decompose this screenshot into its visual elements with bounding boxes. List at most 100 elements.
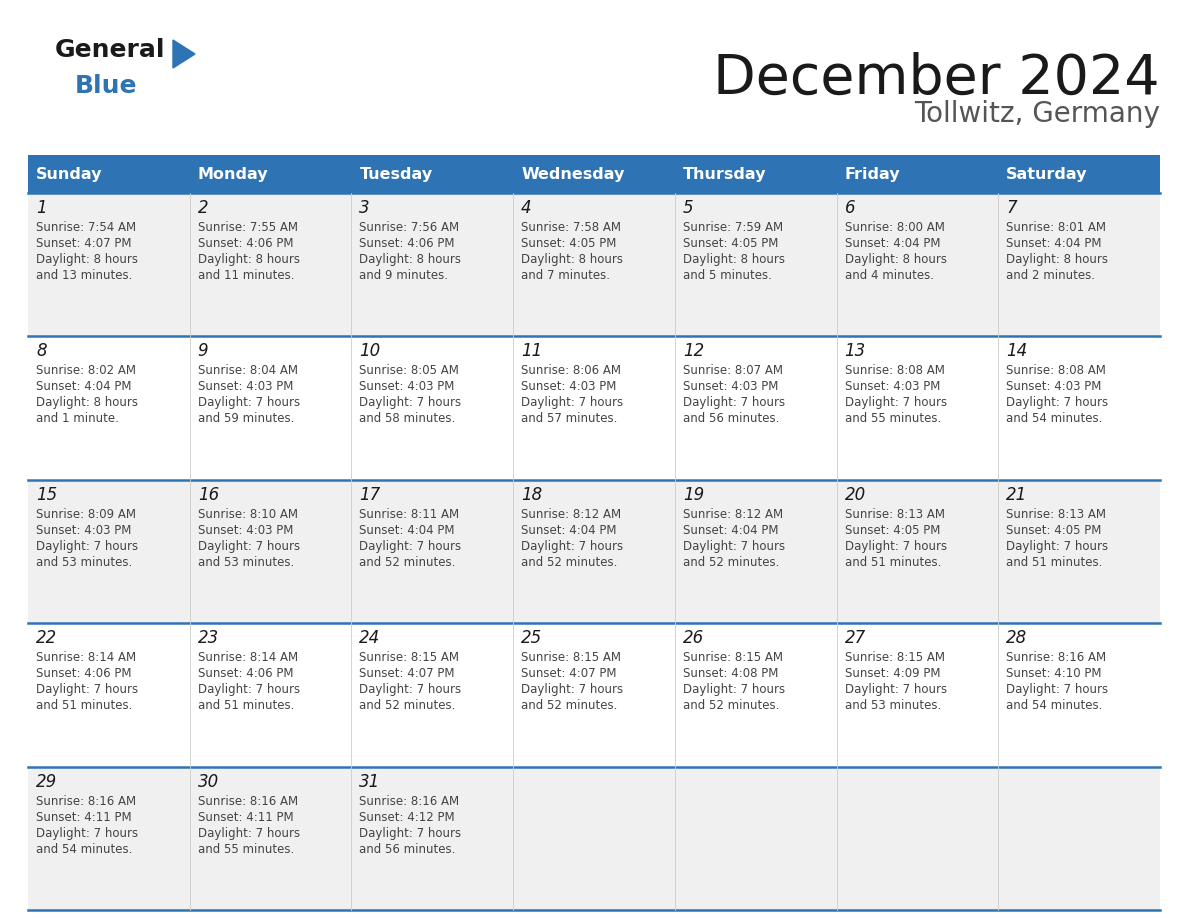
Text: 23: 23 xyxy=(197,629,219,647)
Text: Daylight: 8 hours: Daylight: 8 hours xyxy=(522,253,624,266)
Text: Sunset: 4:03 PM: Sunset: 4:03 PM xyxy=(845,380,940,394)
Text: Sunrise: 8:14 AM: Sunrise: 8:14 AM xyxy=(197,651,298,665)
Text: 30: 30 xyxy=(197,773,219,790)
Text: and 52 minutes.: and 52 minutes. xyxy=(522,555,618,569)
Text: and 52 minutes.: and 52 minutes. xyxy=(683,700,779,712)
Text: Sunrise: 7:58 AM: Sunrise: 7:58 AM xyxy=(522,221,621,234)
Text: Daylight: 7 hours: Daylight: 7 hours xyxy=(522,540,624,553)
Text: Sunset: 4:04 PM: Sunset: 4:04 PM xyxy=(360,524,455,537)
Text: Sunrise: 8:00 AM: Sunrise: 8:00 AM xyxy=(845,221,944,234)
Text: and 58 minutes.: and 58 minutes. xyxy=(360,412,456,425)
Text: 12: 12 xyxy=(683,342,704,361)
Text: Daylight: 7 hours: Daylight: 7 hours xyxy=(845,397,947,409)
Text: and 11 minutes.: and 11 minutes. xyxy=(197,269,295,282)
Text: 9: 9 xyxy=(197,342,208,361)
Text: 2: 2 xyxy=(197,199,208,217)
Text: Sunset: 4:03 PM: Sunset: 4:03 PM xyxy=(522,380,617,394)
Text: Daylight: 7 hours: Daylight: 7 hours xyxy=(683,540,785,553)
Text: 21: 21 xyxy=(1006,486,1028,504)
Text: Daylight: 8 hours: Daylight: 8 hours xyxy=(197,253,299,266)
Text: and 59 minutes.: and 59 minutes. xyxy=(197,412,295,425)
Text: Sunrise: 8:15 AM: Sunrise: 8:15 AM xyxy=(360,651,460,665)
Text: Sunset: 4:07 PM: Sunset: 4:07 PM xyxy=(522,667,617,680)
Text: Sunrise: 8:09 AM: Sunrise: 8:09 AM xyxy=(36,508,135,521)
Text: 20: 20 xyxy=(845,486,866,504)
Text: 31: 31 xyxy=(360,773,380,790)
Text: and 52 minutes.: and 52 minutes. xyxy=(683,555,779,569)
Text: Sunset: 4:04 PM: Sunset: 4:04 PM xyxy=(683,524,778,537)
Text: Daylight: 7 hours: Daylight: 7 hours xyxy=(360,683,462,696)
Text: Daylight: 7 hours: Daylight: 7 hours xyxy=(197,826,299,840)
Text: Sunset: 4:06 PM: Sunset: 4:06 PM xyxy=(197,237,293,250)
Text: Sunset: 4:03 PM: Sunset: 4:03 PM xyxy=(36,524,132,537)
Text: Sunset: 4:04 PM: Sunset: 4:04 PM xyxy=(1006,237,1101,250)
Text: Sunrise: 8:12 AM: Sunrise: 8:12 AM xyxy=(683,508,783,521)
Text: Daylight: 7 hours: Daylight: 7 hours xyxy=(1006,540,1108,553)
Text: and 55 minutes.: and 55 minutes. xyxy=(197,843,293,856)
Text: Sunrise: 8:13 AM: Sunrise: 8:13 AM xyxy=(845,508,944,521)
Text: and 4 minutes.: and 4 minutes. xyxy=(845,269,934,282)
Text: and 53 minutes.: and 53 minutes. xyxy=(845,700,941,712)
Text: Sunrise: 8:12 AM: Sunrise: 8:12 AM xyxy=(522,508,621,521)
Text: Sunset: 4:03 PM: Sunset: 4:03 PM xyxy=(197,380,293,394)
Text: Sunset: 4:12 PM: Sunset: 4:12 PM xyxy=(360,811,455,823)
Text: Daylight: 7 hours: Daylight: 7 hours xyxy=(522,397,624,409)
Text: December 2024: December 2024 xyxy=(713,52,1159,106)
Text: Sunrise: 7:59 AM: Sunrise: 7:59 AM xyxy=(683,221,783,234)
Text: Thursday: Thursday xyxy=(683,166,766,182)
Text: Sunset: 4:11 PM: Sunset: 4:11 PM xyxy=(197,811,293,823)
Text: and 51 minutes.: and 51 minutes. xyxy=(36,700,132,712)
Text: Sunset: 4:05 PM: Sunset: 4:05 PM xyxy=(683,237,778,250)
Text: Sunrise: 8:15 AM: Sunrise: 8:15 AM xyxy=(683,651,783,665)
Text: Sunrise: 8:11 AM: Sunrise: 8:11 AM xyxy=(360,508,460,521)
Bar xyxy=(352,155,513,193)
Text: Sunset: 4:03 PM: Sunset: 4:03 PM xyxy=(197,524,293,537)
Text: Sunset: 4:04 PM: Sunset: 4:04 PM xyxy=(845,237,940,250)
Text: and 57 minutes.: and 57 minutes. xyxy=(522,412,618,425)
Bar xyxy=(29,480,1159,623)
Text: Sunset: 4:08 PM: Sunset: 4:08 PM xyxy=(683,667,778,680)
Text: and 13 minutes.: and 13 minutes. xyxy=(36,269,132,282)
Text: 28: 28 xyxy=(1006,629,1028,647)
Text: 18: 18 xyxy=(522,486,543,504)
Text: Sunset: 4:04 PM: Sunset: 4:04 PM xyxy=(522,524,617,537)
Text: 19: 19 xyxy=(683,486,704,504)
Text: Daylight: 7 hours: Daylight: 7 hours xyxy=(360,826,462,840)
Text: Daylight: 8 hours: Daylight: 8 hours xyxy=(1006,253,1108,266)
Text: Daylight: 7 hours: Daylight: 7 hours xyxy=(360,397,462,409)
Text: Daylight: 7 hours: Daylight: 7 hours xyxy=(1006,683,1108,696)
Text: Sunset: 4:03 PM: Sunset: 4:03 PM xyxy=(1006,380,1101,394)
Text: 17: 17 xyxy=(360,486,380,504)
Text: 25: 25 xyxy=(522,629,543,647)
Text: 5: 5 xyxy=(683,199,694,217)
Text: Sunrise: 8:07 AM: Sunrise: 8:07 AM xyxy=(683,364,783,377)
Text: Sunrise: 8:16 AM: Sunrise: 8:16 AM xyxy=(197,795,298,808)
Polygon shape xyxy=(173,40,195,68)
Text: Sunrise: 8:01 AM: Sunrise: 8:01 AM xyxy=(1006,221,1106,234)
Text: Blue: Blue xyxy=(75,74,138,98)
Text: 27: 27 xyxy=(845,629,866,647)
Text: and 54 minutes.: and 54 minutes. xyxy=(1006,700,1102,712)
Text: Daylight: 7 hours: Daylight: 7 hours xyxy=(845,540,947,553)
Text: Daylight: 7 hours: Daylight: 7 hours xyxy=(197,683,299,696)
Text: Daylight: 7 hours: Daylight: 7 hours xyxy=(522,683,624,696)
Bar xyxy=(29,193,1159,336)
Text: Daylight: 7 hours: Daylight: 7 hours xyxy=(845,683,947,696)
Text: Daylight: 8 hours: Daylight: 8 hours xyxy=(845,253,947,266)
Text: Daylight: 8 hours: Daylight: 8 hours xyxy=(360,253,461,266)
Text: and 52 minutes.: and 52 minutes. xyxy=(360,555,456,569)
Text: Daylight: 7 hours: Daylight: 7 hours xyxy=(36,540,138,553)
Text: Daylight: 7 hours: Daylight: 7 hours xyxy=(197,540,299,553)
Text: Sunset: 4:06 PM: Sunset: 4:06 PM xyxy=(197,667,293,680)
Text: 4: 4 xyxy=(522,199,532,217)
Text: Sunset: 4:10 PM: Sunset: 4:10 PM xyxy=(1006,667,1101,680)
Text: Sunset: 4:05 PM: Sunset: 4:05 PM xyxy=(845,524,940,537)
Text: and 2 minutes.: and 2 minutes. xyxy=(1006,269,1095,282)
Text: Sunrise: 8:14 AM: Sunrise: 8:14 AM xyxy=(36,651,137,665)
Text: Sunday: Sunday xyxy=(36,166,102,182)
Text: Sunset: 4:09 PM: Sunset: 4:09 PM xyxy=(845,667,940,680)
Text: Sunrise: 8:08 AM: Sunrise: 8:08 AM xyxy=(1006,364,1106,377)
Text: Sunrise: 8:08 AM: Sunrise: 8:08 AM xyxy=(845,364,944,377)
Text: Tuesday: Tuesday xyxy=(360,166,432,182)
Text: 15: 15 xyxy=(36,486,57,504)
